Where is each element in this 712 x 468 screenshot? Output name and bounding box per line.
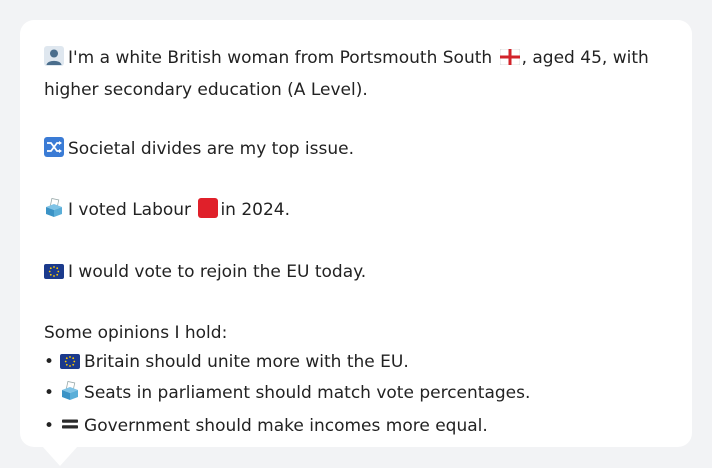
vote-text-a: I voted Labour (68, 200, 192, 221)
bullet: • (44, 383, 55, 404)
bullet: • (44, 415, 55, 436)
vote-history: I voted Labour in 2024. (44, 196, 668, 228)
vote-text-b: in 2024. (220, 200, 291, 221)
top-issue-text: Societal divides are my top issue. (68, 138, 354, 159)
ballot-box-icon (60, 381, 80, 411)
england-flag-icon (499, 46, 520, 75)
ballot-box-icon (44, 198, 64, 228)
opinion-text: Government should make incomes more equa… (84, 415, 488, 436)
opinions-heading: Some opinions I hold: (44, 322, 228, 343)
eu-stance-text: I would vote to rejoin the EU today. (68, 262, 367, 283)
message-bubble: I'm a white British woman from Portsmout… (20, 20, 692, 447)
opinion-item: • Government should make incomes more eq… (44, 412, 668, 444)
top-issue: Societal divides are my top issue. (44, 135, 668, 167)
opinion-item: • Seats in parliament should match vote … (44, 379, 668, 411)
intro-text-a: I'm a white British woman from Portsmout… (68, 48, 493, 68)
person-icon (44, 46, 64, 76)
opinion-item: • Britain should unite more with the EU. (44, 348, 668, 379)
eu-flag-icon (60, 350, 81, 379)
bubble-tail (42, 446, 78, 466)
opinion-text: Britain should unite more with the EU. (84, 351, 409, 372)
eu-stance: I would vote to rejoin the EU today. (44, 258, 668, 289)
eu-flag-icon (44, 260, 64, 289)
profile-intro: I'm a white British woman from Portsmout… (44, 44, 668, 106)
red-square-icon (198, 198, 219, 228)
shuffle-icon (44, 136, 64, 167)
equals-icon (60, 414, 80, 444)
opinion-text: Seats in parliament should match vote pe… (84, 383, 531, 404)
intro-text-b: , aged 45, with higher secondary educati… (44, 48, 649, 101)
bullet: • (44, 351, 55, 372)
